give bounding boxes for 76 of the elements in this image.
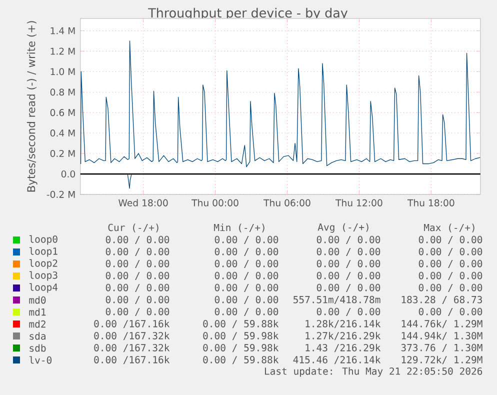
text: 0.00 / 59.88k (203, 356, 279, 364)
text: 1.28k/216.14k (306, 320, 381, 328)
y-tick-label: 0.2 M (50, 150, 75, 158)
legend-label: loop1 (29, 247, 58, 257)
text: 0.00 / 0.00 (418, 260, 482, 268)
text: 0.00 / 0.00 (106, 284, 170, 292)
legend-label: loop3 (29, 271, 58, 281)
text: 0.00 / 0.00 (106, 272, 170, 280)
text: 0.00 / 0.00 (418, 308, 482, 316)
text: 0.00 /167.32k (94, 344, 170, 352)
legend-label: md0 (29, 296, 46, 304)
y-tick-label: 1.4 M (50, 27, 75, 34)
text: Avg (-/+) (318, 223, 368, 233)
text: 0.00 / 0.00 (316, 272, 380, 280)
text: 0.00 / 0.00 (214, 248, 278, 256)
text: 0.00 / 0.00 (214, 308, 278, 316)
text: 0.00 / 0.00 (106, 260, 170, 268)
text: Max (-/+) (424, 224, 474, 232)
legend-label: lv-0 (29, 356, 52, 364)
text: 0.00 / 0.00 (214, 296, 278, 304)
text: 0.00 / 0.00 (106, 296, 170, 304)
legend-label: loop0 (29, 235, 58, 245)
x-tick-label: Thu 18:00 (407, 199, 454, 206)
legend-label: loop4 (29, 283, 58, 293)
text: 144.76k/ 1.29M (402, 320, 482, 328)
text: 1.27k/216.29k (306, 332, 381, 340)
y-tick-label: 0.6 M (50, 109, 75, 116)
text: 129.72k/ 1.29M (402, 356, 482, 364)
y-tick-label: 1.2 M (50, 48, 75, 55)
text: 0.00 / 0.00 (106, 236, 170, 244)
text: 0.00 / 0.00 (214, 260, 278, 268)
text: 373.76 / 1.30M (401, 344, 482, 352)
text: 183.28 / 68.73 (402, 296, 482, 304)
text: Cur (-/+) (108, 224, 158, 232)
legend-label: loop2 (29, 259, 58, 269)
text: 557.51m/418.78m (294, 296, 380, 304)
x-tick-label: Wed 18:00 (118, 199, 168, 206)
legend-label: md2 (29, 320, 46, 328)
line-series (80, 40, 480, 168)
y-tick-label: 0.8 M (50, 88, 75, 96)
text: 0.00 / 59.98k (203, 344, 279, 352)
text: 0.00 / 0.00 (418, 236, 482, 244)
text: 144.94k/ 1.30M (402, 332, 482, 340)
x-tick-label: Thu 06:00 (264, 199, 310, 206)
text: 0.00 /167.32k (94, 332, 170, 340)
text: 0.00 / 0.00 (418, 248, 482, 256)
x-tick-label: Thu 12:00 (336, 199, 382, 206)
text: 415.46 /216.14k (293, 356, 381, 364)
y-tick-label: 1.0 M (50, 68, 75, 76)
text: 0.00 / 59.88k (203, 320, 279, 328)
y-axis-title: Bytes/second read (-) / write (+) (26, 21, 38, 192)
text: 0.00 / 0.00 (316, 236, 380, 244)
y-tick-label: -0.2 M (46, 190, 75, 198)
text: 0.00 / 0.00 (316, 284, 380, 292)
legend-label: sda (30, 332, 46, 340)
text: 0.00 /167.16k (94, 356, 170, 364)
y-tick-label: 0.0 (61, 170, 76, 178)
text: 0.00 / 0.00 (106, 248, 170, 256)
text: 1.43 /216.29k (306, 344, 381, 352)
text: Min (-/+) (214, 224, 264, 232)
text: 0.00 / 0.00 (316, 260, 380, 268)
text: 0.00 / 59.98k (203, 332, 279, 340)
text: 0.00 / 0.00 (418, 284, 482, 292)
legend-label: sdb (30, 344, 46, 352)
text: 0.00 / 0.00 (418, 272, 482, 280)
x-tick-label: Thu 00:00 (192, 199, 238, 206)
y-tick-label: 0.4 M (50, 130, 75, 137)
text: Last update: Thu May 21 22:05:50 2026 (264, 367, 482, 377)
text: 0.00 / 0.00 (316, 248, 380, 256)
text: 0.00 / 0.00 (214, 272, 278, 280)
text: 0.00 / 0.00 (214, 284, 278, 292)
text: 0.00 / 0.00 (316, 308, 380, 316)
text: 0.00 / 0.00 (214, 236, 278, 244)
text: 0.00 /167.16k (94, 320, 170, 328)
text: 0.00 / 0.00 (106, 308, 170, 316)
legend-label: md1 (29, 308, 46, 316)
